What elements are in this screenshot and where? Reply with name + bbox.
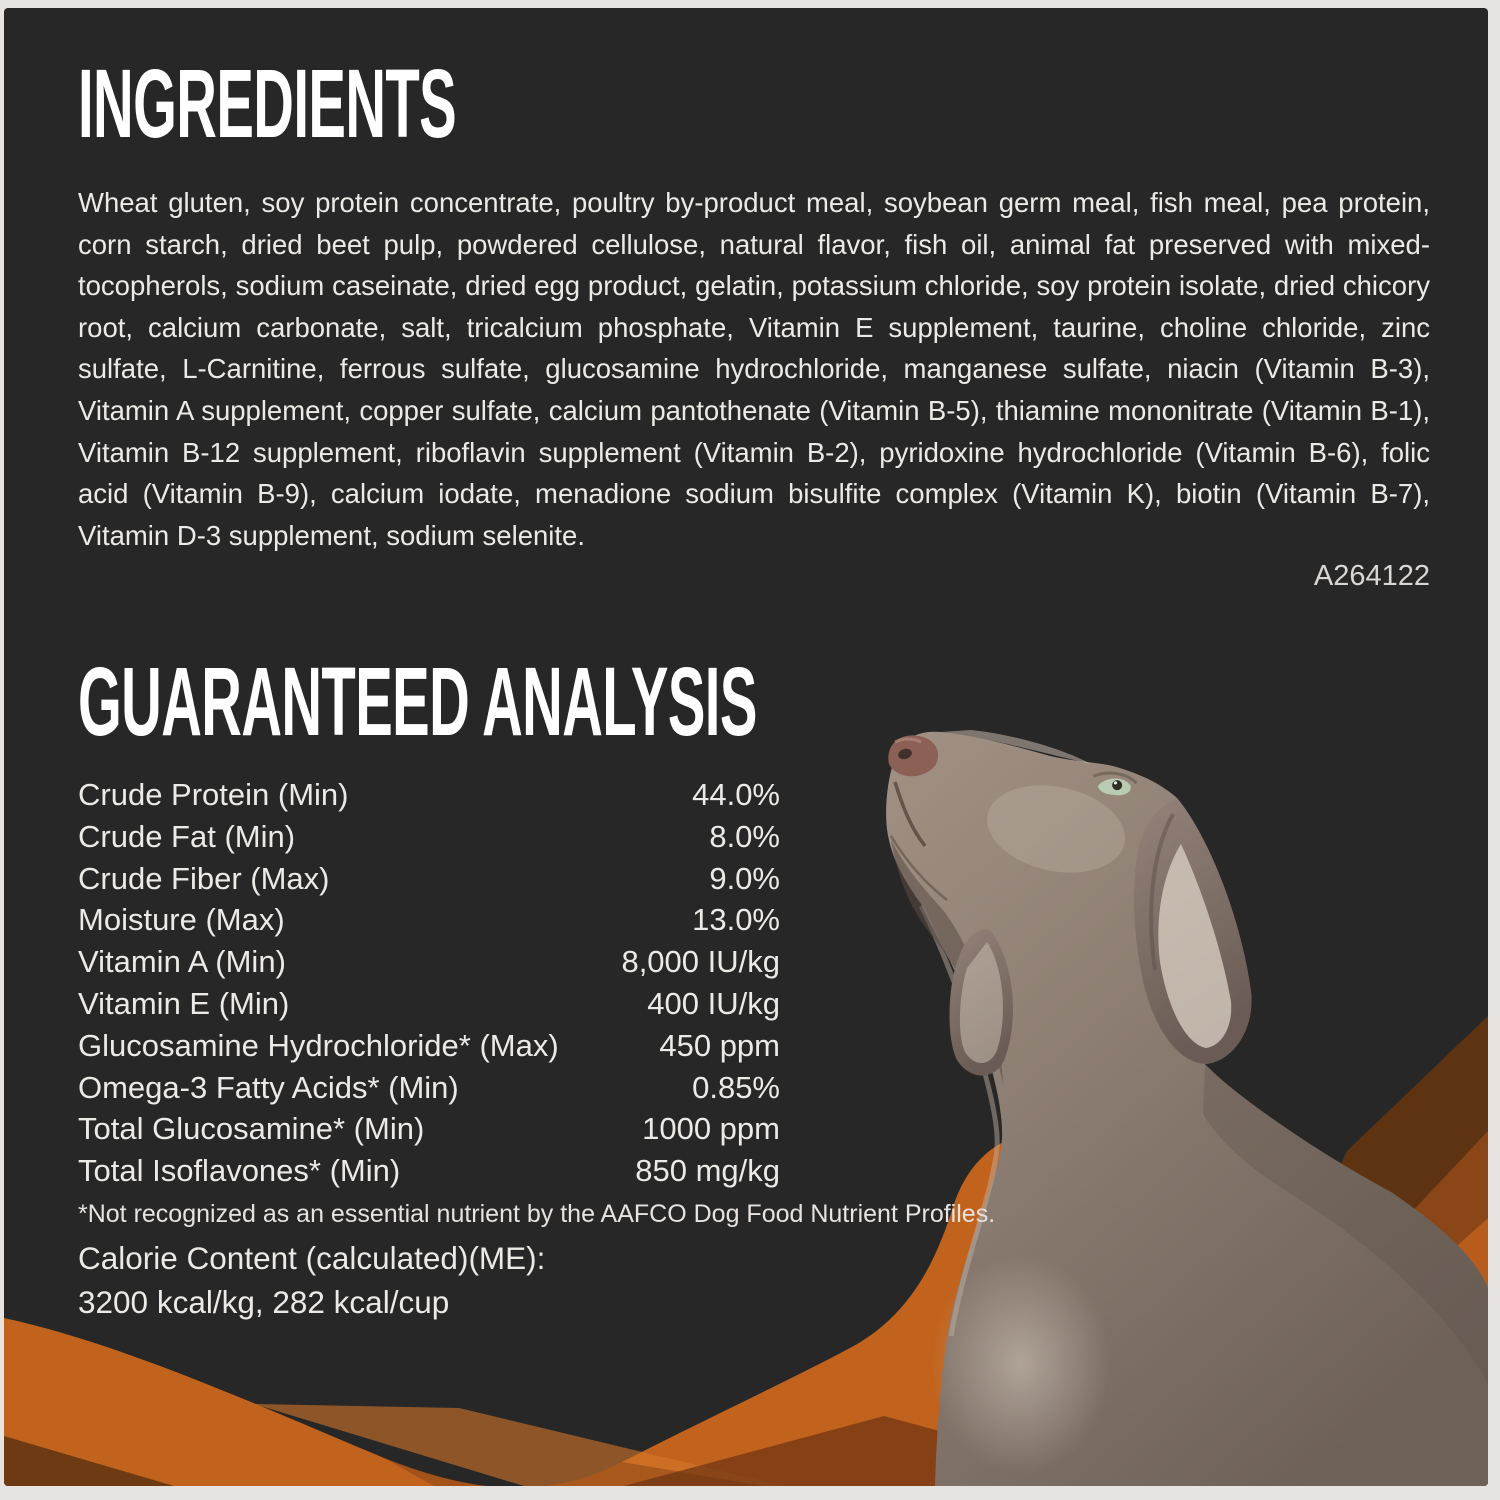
- row-label: Total Glucosamine* (Min): [78, 1111, 425, 1147]
- row-value: 13.0%: [692, 902, 780, 938]
- row-value: 450 ppm: [659, 1027, 780, 1063]
- calorie-content-line1: Calorie Content (calculated)(ME):: [78, 1240, 546, 1276]
- row-value: 850 mg/kg: [635, 1153, 780, 1189]
- row-label: Crude Protein (Min): [78, 777, 349, 812]
- product-code: A264122: [1313, 560, 1430, 593]
- table-row: Vitamin E (Min) 400 IU/kg: [78, 983, 780, 1025]
- row-value: 8.0%: [709, 818, 780, 854]
- row-label: Omega-3 Fatty Acids* (Min): [78, 1069, 459, 1105]
- dog-eye: [1092, 771, 1138, 796]
- row-value: 0.85%: [692, 1069, 780, 1105]
- label-panel: INGREDIENTS Wheat gluten, soy protein co…: [4, 8, 1488, 1486]
- dog-photo: [886, 730, 1488, 1486]
- dog-nose: [888, 735, 939, 777]
- row-value: 400 IU/kg: [647, 985, 780, 1021]
- table-row: Moisture (Max) 13.0%: [78, 899, 780, 941]
- analysis-footnote: *Not recognized as an essential nutrient…: [78, 1200, 996, 1228]
- guaranteed-analysis-table: Crude Protein (Min) 44.0% Crude Fat (Min…: [78, 774, 780, 1192]
- ingredients-text: Wheat gluten, soy protein concentrate, p…: [78, 187, 1430, 551]
- row-value: 9.0%: [709, 860, 780, 896]
- table-row: Total Isoflavones* (Min) 850 mg/kg: [78, 1150, 780, 1192]
- table-row: Vitamin A (Min) 8,000 IU/kg: [78, 941, 780, 983]
- row-label: Vitamin E (Min): [78, 985, 290, 1021]
- ingredients-title: INGREDIENTS: [78, 49, 457, 158]
- row-label: Crude Fat (Min): [78, 818, 296, 854]
- table-row: Glucosamine Hydrochloride* (Max) 450 ppm: [78, 1025, 780, 1067]
- guaranteed-analysis-title: GUARANTEED ANALYSIS: [78, 647, 757, 756]
- row-label: Vitamin A (Min): [78, 944, 286, 980]
- table-row: Crude Protein (Min) 44.0%: [78, 774, 780, 816]
- table-row: Crude Fat (Min) 8.0%: [78, 816, 780, 858]
- table-row: Total Glucosamine* (Min) 1000 ppm: [78, 1108, 780, 1150]
- row-label: Crude Fiber (Max): [78, 860, 330, 896]
- row-label: Total Isoflavones* (Min): [78, 1153, 401, 1189]
- calorie-content: Calorie Content (calculated)(ME): 3200 k…: [78, 1236, 878, 1324]
- row-value: 1000 ppm: [642, 1111, 780, 1147]
- row-value: 8,000 IU/kg: [621, 944, 780, 980]
- ingredients-section: Wheat gluten, soy protein concentrate, p…: [78, 182, 1430, 598]
- calorie-content-line2: 3200 kcal/kg, 282 kcal/cup: [78, 1284, 450, 1320]
- row-value: 44.0%: [692, 777, 780, 812]
- row-label: Moisture (Max): [78, 902, 285, 938]
- row-label: Glucosamine Hydrochloride* (Max): [78, 1027, 559, 1063]
- table-row: Crude Fiber (Max) 9.0%: [78, 858, 780, 900]
- table-row: Omega-3 Fatty Acids* (Min) 0.85%: [78, 1067, 780, 1109]
